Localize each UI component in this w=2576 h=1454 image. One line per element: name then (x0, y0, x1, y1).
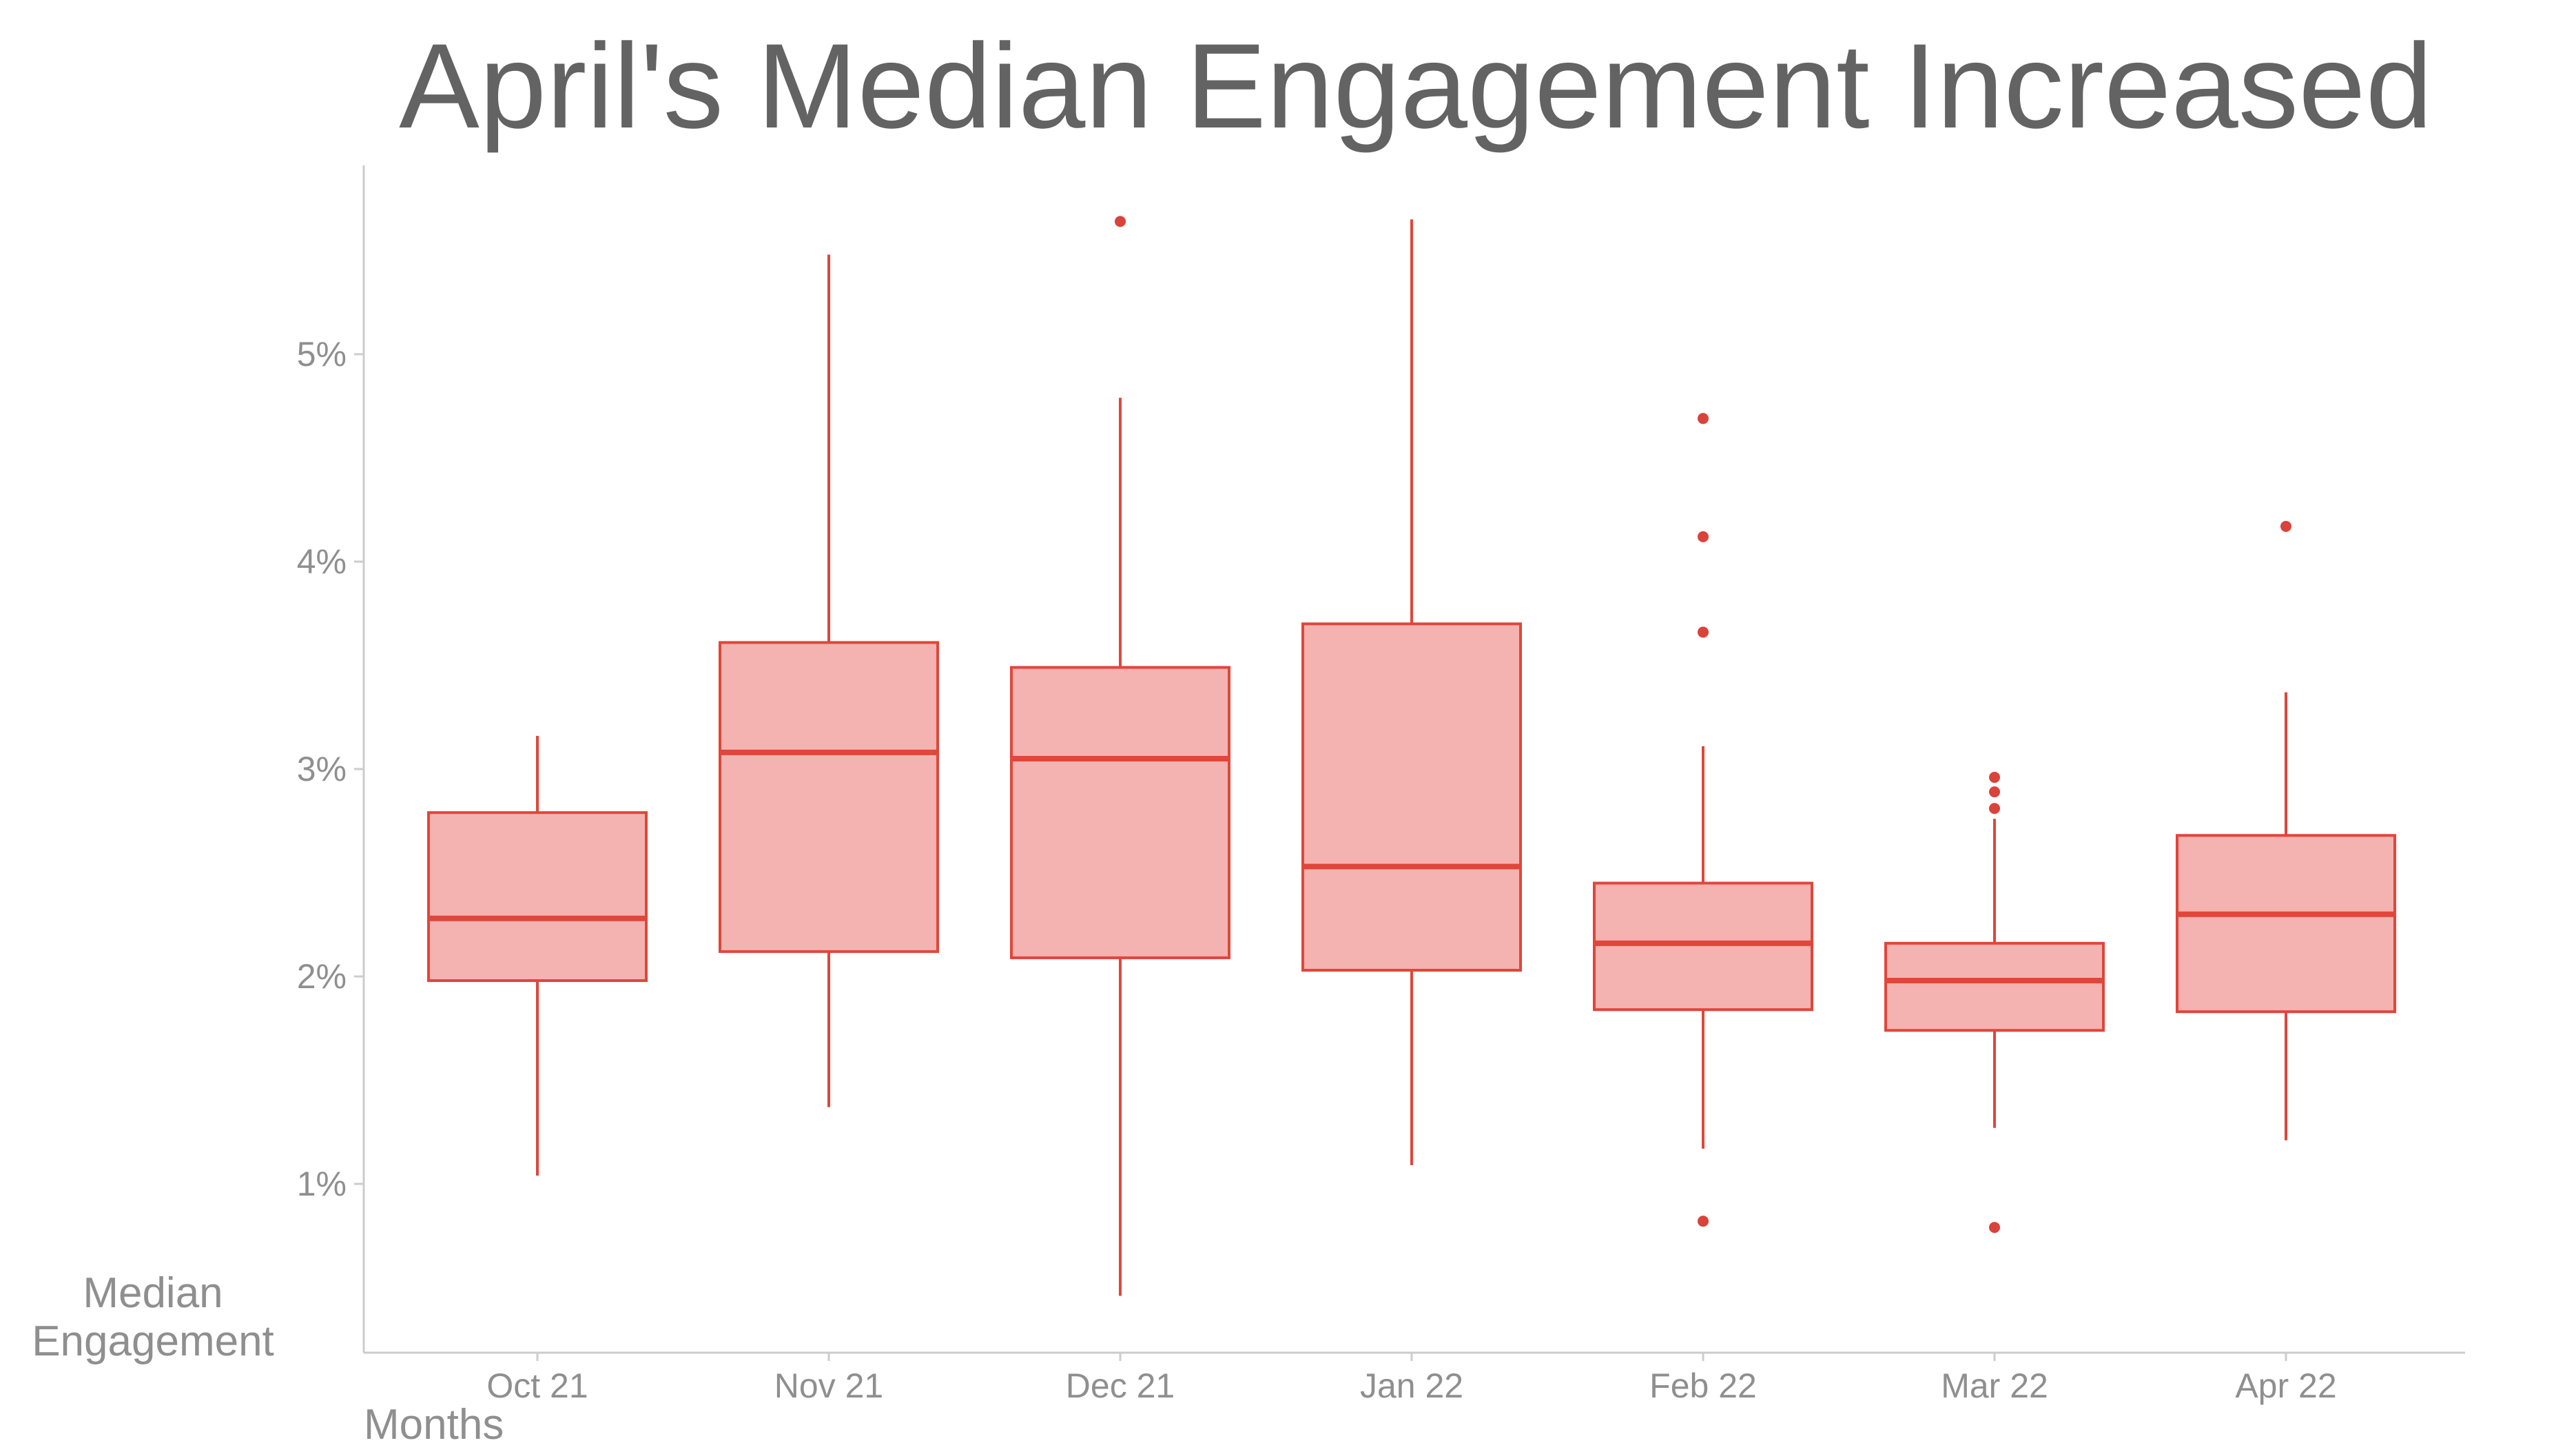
x-tick-label: Mar 22 (1941, 1366, 2048, 1405)
box-iqr (2176, 834, 2396, 1014)
outlier-point (2280, 520, 2291, 532)
x-tick-label: Nov 21 (774, 1366, 883, 1405)
outlier-point (1698, 531, 1709, 542)
x-tick-label: Dec 21 (1066, 1366, 1175, 1405)
box-group (427, 735, 648, 1176)
outlier-point (1698, 626, 1709, 638)
x-tick-labels: Oct 21 Nov 21 Dec 21 Jan 22 Feb 22 Mar 22 Apr … (486, 1353, 2337, 1405)
box-iqr (719, 641, 939, 953)
x-axis-label: Months (364, 1401, 504, 1448)
outlier-point (1989, 803, 2000, 815)
y-axis-label-line-2: Engagement (32, 1318, 274, 1365)
y-tick-label: 5% (297, 335, 347, 373)
y-tick-label: 2% (297, 957, 347, 996)
y-tick-label: 4% (297, 542, 347, 581)
y-tick-label: 3% (297, 750, 347, 788)
axes (362, 165, 2465, 1354)
chart-title: April's Median Engagement Increased (399, 19, 2433, 154)
box-group (1884, 772, 2105, 1233)
outlier-point (1989, 786, 2000, 798)
box-iqr (1884, 941, 2105, 1032)
outlier-point (1115, 216, 1126, 227)
x-tick-label: Oct 21 (486, 1366, 588, 1405)
outlier-point (1989, 772, 2000, 784)
box-iqr (1593, 881, 1813, 1012)
x-tick-label: Apr 22 (2235, 1366, 2336, 1405)
outlier-point (1989, 1222, 2000, 1233)
outlier-point (1698, 1216, 1709, 1227)
box-group (1593, 413, 1813, 1227)
box-iqr (1010, 666, 1230, 959)
box-series (427, 216, 2396, 1296)
box-group (2176, 520, 2396, 1140)
box-group (719, 254, 939, 1107)
box-group (1010, 216, 1230, 1296)
box-group (1301, 219, 1522, 1165)
x-tick-label: Jan 22 (1360, 1366, 1463, 1405)
box-iqr (427, 811, 648, 983)
y-tick-labels: 1% 2% 3% 4% 5% (297, 335, 364, 1203)
x-tick-label: Feb 22 (1649, 1366, 1757, 1405)
outlier-point (1698, 413, 1709, 424)
y-axis-label-line-1: Median (83, 1269, 223, 1317)
box-iqr (1301, 622, 1522, 972)
y-tick-label: 1% (297, 1165, 347, 1203)
